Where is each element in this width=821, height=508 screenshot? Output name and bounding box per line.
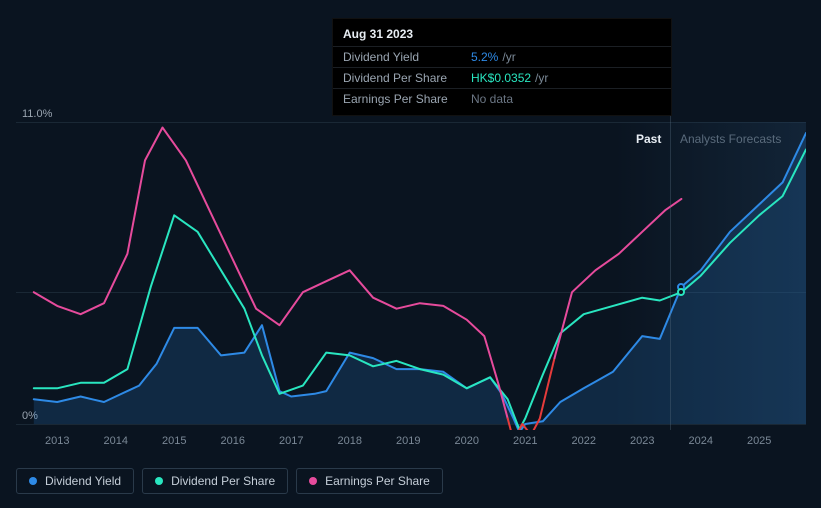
- x-tick: 2013: [45, 435, 69, 447]
- x-tick: 2025: [747, 435, 771, 447]
- tooltip-unit: /yr: [502, 50, 515, 64]
- tooltip-key: Dividend Per Share: [343, 71, 471, 85]
- x-tick: 2024: [688, 435, 712, 447]
- legend-label: Dividend Per Share: [171, 474, 275, 488]
- x-tick: 2019: [396, 435, 420, 447]
- cursor-vline: [670, 100, 671, 430]
- tooltip-row: Dividend Per ShareHK$0.0352/yr: [333, 67, 671, 88]
- tooltip-nodata: No data: [471, 92, 513, 106]
- legend-item[interactable]: Dividend Yield: [16, 468, 134, 494]
- x-tick: 2014: [103, 435, 127, 447]
- tooltip-date: Aug 31 2023: [333, 27, 671, 46]
- tab-forecast-label: Analysts Forecasts: [680, 132, 781, 146]
- tooltip-row: Dividend Yield5.2% /yr: [333, 46, 671, 67]
- x-tick: 2022: [571, 435, 595, 447]
- legend-swatch: [155, 477, 163, 485]
- dividend-yield-area: [34, 133, 806, 430]
- legend-label: Dividend Yield: [45, 474, 121, 488]
- x-tick: 2018: [337, 435, 361, 447]
- x-tick: 2015: [162, 435, 186, 447]
- tooltip-value: HK$0.0352: [471, 71, 531, 85]
- x-tick: 2020: [454, 435, 478, 447]
- chart-lines: [16, 100, 806, 430]
- legend-label: Earnings Per Share: [325, 474, 430, 488]
- legend: Dividend Yield Dividend Per Share Earnings…: [16, 468, 443, 494]
- chart-marker: [677, 288, 685, 296]
- legend-swatch: [309, 477, 317, 485]
- tooltip-key: Earnings Per Share: [343, 92, 471, 106]
- legend-swatch: [29, 477, 37, 485]
- dividend-chart: 11.0% 0% Past Analysts Forecasts 2013201…: [0, 0, 821, 508]
- tooltip-row: Earnings Per ShareNo data: [333, 88, 671, 109]
- x-tick: 2023: [630, 435, 654, 447]
- tab-past-label: Past: [636, 132, 661, 146]
- x-tick: 2021: [513, 435, 537, 447]
- x-axis: 2013 2014 2015 2016 2017 2018 2019 2020 2021 2022…: [16, 435, 806, 453]
- tooltip-unit: /yr: [535, 71, 548, 85]
- legend-item[interactable]: Dividend Per Share: [142, 468, 288, 494]
- tooltip-key: Dividend Yield: [343, 50, 471, 64]
- x-tick: 2017: [279, 435, 303, 447]
- tooltip-value: 5.2%: [471, 50, 498, 64]
- hover-tooltip: Aug 31 2023 Dividend Yield5.2%/yrDividen…: [332, 18, 672, 116]
- x-tick: 2016: [220, 435, 244, 447]
- legend-item[interactable]: Earnings Per Share: [296, 468, 443, 494]
